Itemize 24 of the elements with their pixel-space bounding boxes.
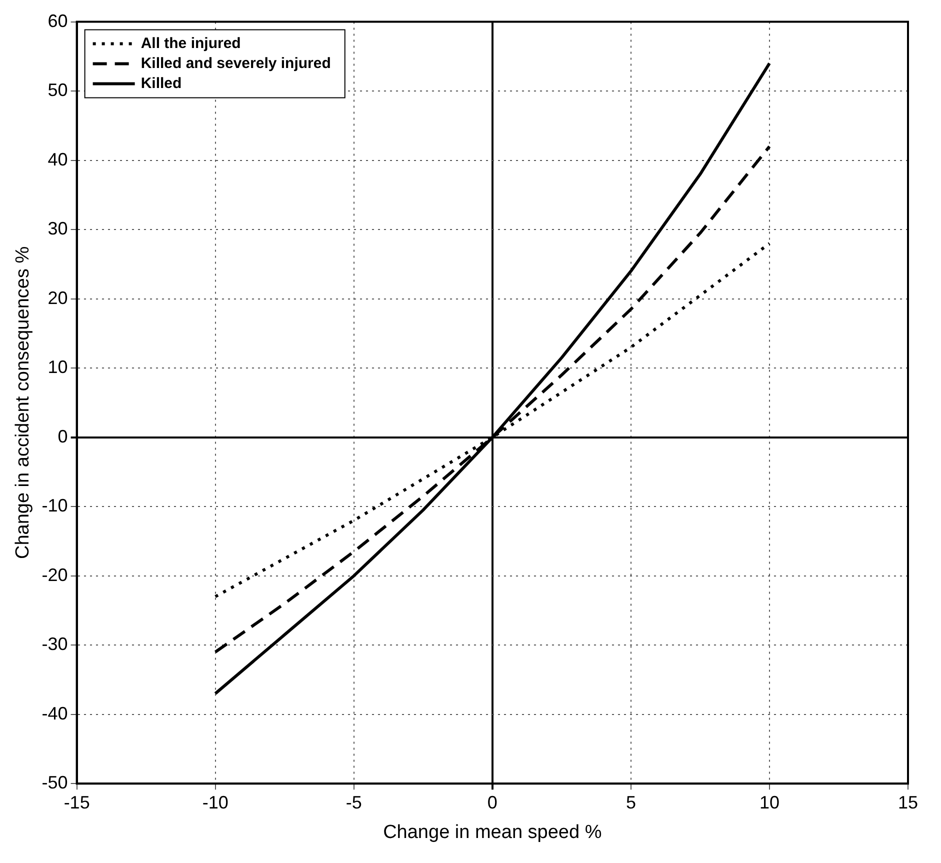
- y-tick-label: -40: [42, 703, 68, 724]
- legend-label: Killed: [140, 74, 182, 92]
- y-tick-label: 10: [48, 357, 68, 378]
- y-tick-label: 50: [48, 80, 68, 100]
- legend-label: All the injured: [140, 34, 241, 52]
- x-tick-label: 15: [898, 792, 918, 812]
- x-tick-label: -10: [202, 792, 228, 812]
- y-axis-title: Change in accident consequences %: [12, 246, 34, 560]
- x-tick-label: -15: [64, 792, 90, 812]
- y-tick-label: 20: [48, 288, 68, 308]
- legend-label: Killed and severely injured: [140, 54, 331, 72]
- y-tick-label: 40: [48, 149, 68, 170]
- y-tick-label: -20: [42, 564, 68, 585]
- x-tick-label: -5: [346, 792, 362, 812]
- y-tick-label: -50: [42, 772, 68, 793]
- y-tick-label: 60: [48, 10, 68, 31]
- y-tick-label: 0: [58, 426, 68, 446]
- y-tick-label: -10: [42, 496, 68, 516]
- x-axis-title: Change in mean speed %: [383, 822, 602, 843]
- x-tick-label: 5: [626, 792, 636, 812]
- x-tick-label: 0: [487, 792, 498, 812]
- y-tick-label: -30: [42, 634, 68, 654]
- y-tick-label: 30: [48, 218, 68, 239]
- x-tick-label: 10: [759, 792, 780, 812]
